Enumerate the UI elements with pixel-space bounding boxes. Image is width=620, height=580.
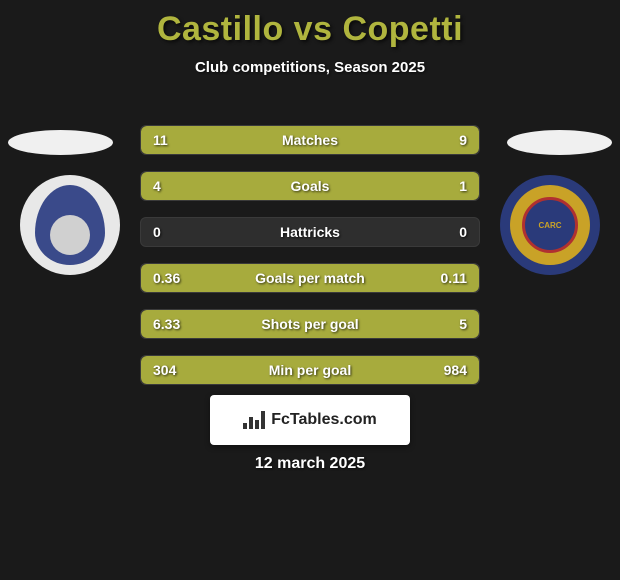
- stat-label: Min per goal: [269, 362, 351, 378]
- stat-value-right: 5: [459, 316, 467, 332]
- date-label: 12 march 2025: [0, 455, 620, 473]
- page-title: Castillo vs Copetti: [0, 10, 620, 49]
- stat-value-right: 0: [459, 224, 467, 240]
- player-left-photo-placeholder: [8, 130, 113, 155]
- player-right-photo-placeholder: [507, 130, 612, 155]
- stat-row: 0 Hattricks 0: [140, 217, 480, 247]
- stat-row: 304 Min per goal 984: [140, 355, 480, 385]
- page-subtitle: Club competitions, Season 2025: [0, 59, 620, 76]
- stat-value-right: 984: [444, 362, 467, 378]
- stat-value-right: 9: [459, 132, 467, 148]
- stat-value-left: 0: [153, 224, 161, 240]
- stat-row: 11 Matches 9: [140, 125, 480, 155]
- stat-label: Goals: [291, 178, 330, 194]
- stat-value-left: 11: [153, 132, 168, 148]
- stat-value-left: 6.33: [153, 316, 180, 332]
- stat-row: 6.33 Shots per goal 5: [140, 309, 480, 339]
- club-crest-right: CARC: [500, 175, 600, 275]
- stat-label: Hattricks: [280, 224, 340, 240]
- brand-badge[interactable]: FcTables.com: [210, 395, 410, 445]
- bar-chart-icon: [243, 411, 265, 429]
- stat-value-left: 0.36: [153, 270, 180, 286]
- stat-row: 4 Goals 1: [140, 171, 480, 201]
- stat-label: Matches: [282, 132, 338, 148]
- stats-panel: 11 Matches 9 4 Goals 1 0 Hattricks 0 0.36 Goals pe…: [140, 125, 480, 401]
- stat-label: Goals per match: [255, 270, 365, 286]
- club-crest-left: [20, 175, 120, 275]
- stat-value-left: 4: [153, 178, 161, 194]
- stat-value-right: 0.11: [441, 270, 467, 286]
- stat-row: 0.36 Goals per match 0.11: [140, 263, 480, 293]
- stat-label: Shots per goal: [261, 316, 358, 332]
- shield-icon: [35, 185, 105, 265]
- crest-right-label: CARC: [538, 221, 561, 230]
- brand-text: FcTables.com: [271, 411, 377, 429]
- comparison-card: Castillo vs Copetti Club competitions, S…: [0, 0, 620, 76]
- stat-value-right: 1: [459, 178, 467, 194]
- shield-icon: CARC: [510, 185, 590, 265]
- stat-value-left: 304: [153, 362, 176, 378]
